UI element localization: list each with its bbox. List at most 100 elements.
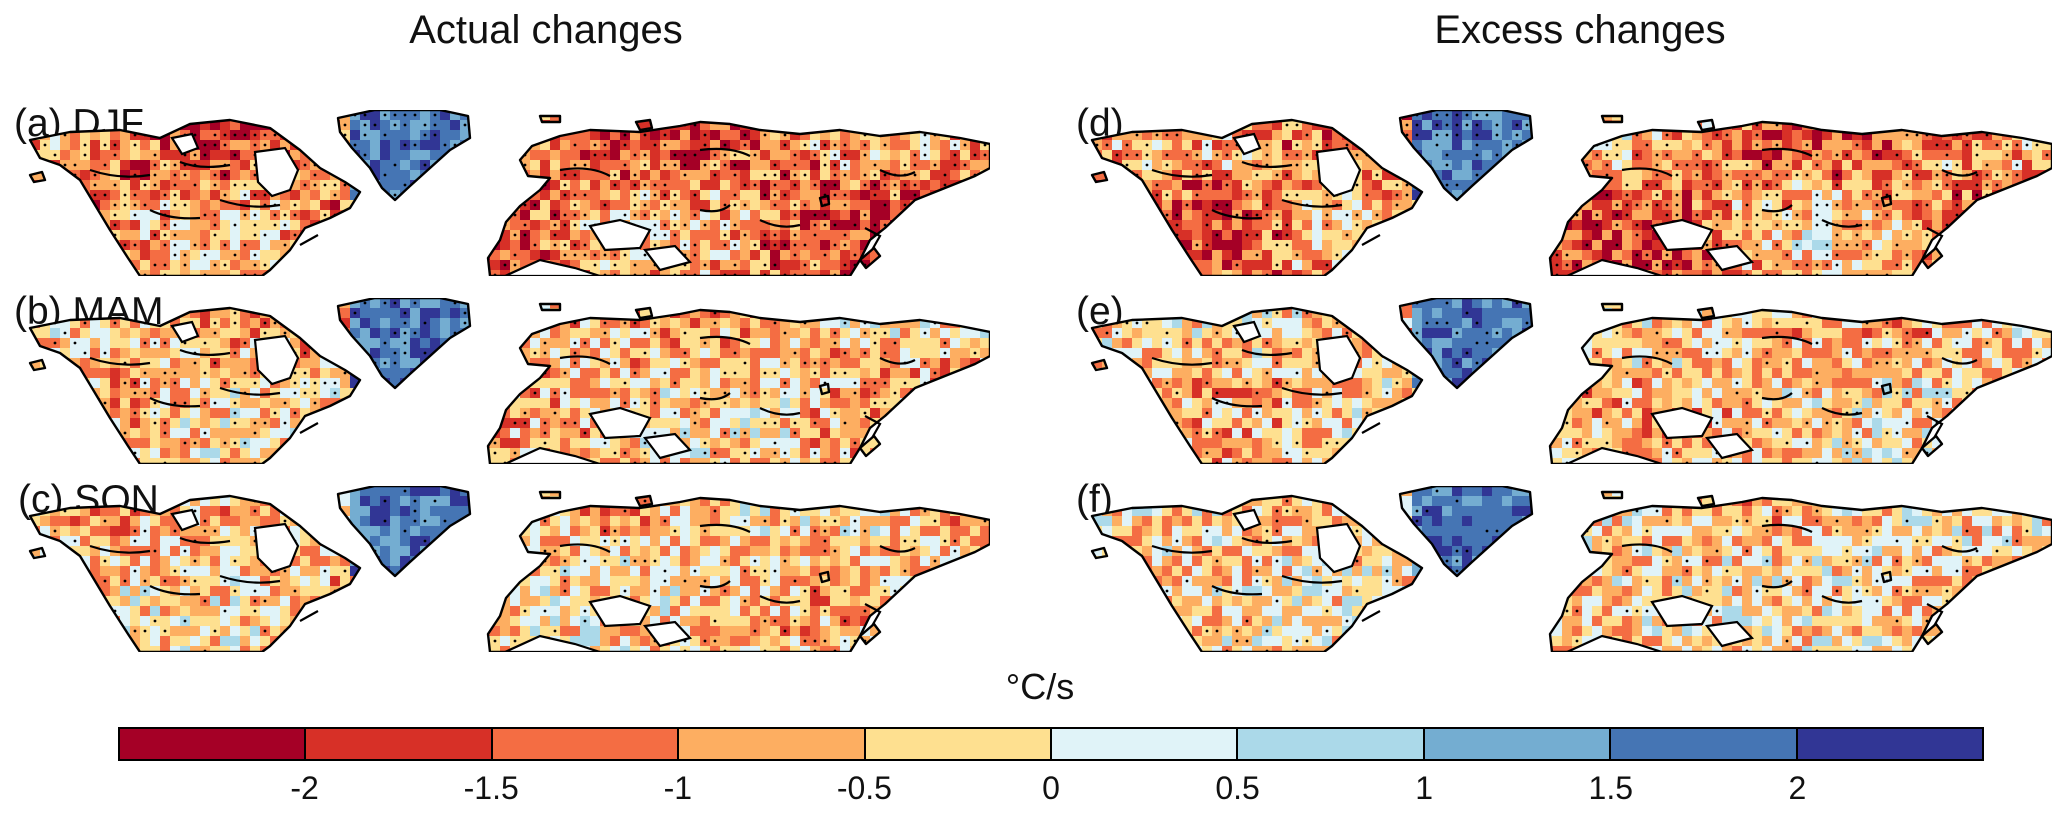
water-body [170, 508, 200, 532]
island-outline [1696, 306, 1716, 320]
island-outline [1696, 118, 1716, 132]
title-actual-changes: Actual changes [409, 8, 683, 52]
island-outline [1600, 114, 1624, 124]
coastline [1621, 167, 1673, 177]
water-body [1650, 218, 1714, 252]
colorbar-tick-label: -1 [663, 770, 693, 806]
water-body [504, 258, 601, 276]
island-outline [1696, 494, 1716, 508]
coastline [1281, 198, 1343, 208]
island-outline [1090, 546, 1109, 560]
coastline [759, 595, 801, 604]
coastline [299, 610, 319, 622]
coastline [1211, 397, 1263, 408]
coastline [1621, 543, 1673, 553]
colorbar-tick-label: 1 [1415, 770, 1434, 806]
coastline [1926, 603, 1944, 627]
coastline [699, 147, 751, 157]
island-outline [818, 570, 831, 584]
island-outline [818, 194, 831, 208]
coastline [879, 169, 916, 177]
water-body [1232, 320, 1262, 344]
coastline [89, 356, 151, 366]
water-body [253, 146, 300, 198]
water-body [253, 522, 300, 574]
coastline [1941, 545, 1978, 553]
colorbar-segment-1 [120, 729, 307, 759]
water-body [1315, 334, 1362, 386]
coastline [1151, 544, 1213, 554]
water-body [588, 406, 652, 440]
colorbar-tick-label: 2 [1788, 770, 1807, 806]
colorbar-segment-8 [1424, 729, 1612, 759]
coastline [89, 544, 151, 554]
coastline [1761, 335, 1813, 345]
water-body [1315, 146, 1362, 198]
coastline [1761, 392, 1793, 401]
water-body [1704, 244, 1755, 272]
coastline [864, 227, 882, 251]
water-body [1650, 406, 1714, 440]
map-panel-b [0, 298, 990, 464]
island-outline [1920, 622, 1944, 646]
water-body [588, 594, 652, 628]
map-svg [1090, 298, 2052, 464]
coastline [879, 357, 916, 365]
water-body [1650, 594, 1714, 628]
colorbar-segment-5 [865, 729, 1053, 759]
landmass-outline-na [28, 494, 362, 652]
landmass-outline-gr [336, 110, 472, 202]
coastline [559, 167, 611, 177]
water-body [1566, 634, 1663, 652]
coastline [1241, 536, 1293, 545]
island-outline [858, 622, 882, 646]
landmass-outline-gr [1398, 110, 1534, 202]
coastline [149, 397, 201, 408]
map-svg [28, 110, 990, 276]
coastline [1926, 415, 1944, 439]
colorbar-segment-4 [679, 729, 866, 759]
landmass-outline-na [28, 306, 362, 464]
coastline [1151, 168, 1213, 178]
colorbar-segment-7 [1238, 729, 1425, 759]
coastline [864, 603, 882, 627]
colorbar-tick-label: 0 [1042, 770, 1060, 806]
island-outline [818, 382, 831, 396]
water-body [1232, 132, 1262, 156]
landmass-outline-gr [1398, 298, 1534, 390]
coastline [1281, 574, 1343, 584]
landmass-outline-eu [486, 120, 990, 276]
coastline [699, 335, 751, 345]
coastline [179, 348, 231, 357]
colorbar-segment-3 [492, 729, 680, 759]
water-body [1315, 522, 1362, 574]
island-outline [1880, 570, 1893, 584]
landmass-outline-eu [486, 308, 990, 464]
water-body [588, 218, 652, 252]
water-body [170, 320, 200, 344]
landmass-outline-na [28, 118, 362, 276]
coastline [149, 585, 201, 596]
coastline [759, 407, 801, 416]
island-outline [1920, 434, 1944, 458]
coastline [1761, 147, 1813, 157]
coastline [1821, 219, 1863, 228]
map-panel-d [1062, 110, 2052, 276]
island-outline [1880, 194, 1893, 208]
map-svg [1090, 110, 2052, 276]
map-panel-a [0, 110, 990, 276]
coastline [89, 168, 151, 178]
coastline [1821, 595, 1863, 604]
island-outline [1090, 170, 1109, 184]
coastline [1761, 204, 1793, 213]
map-svg [28, 486, 990, 652]
coastline [219, 198, 281, 208]
coastline [699, 204, 731, 213]
coastline [1211, 585, 1263, 596]
water-body [642, 244, 693, 272]
island-outline [634, 306, 654, 320]
map-svg [28, 298, 990, 464]
coastline [559, 355, 611, 365]
island-outline [1090, 358, 1109, 372]
coastline [1941, 357, 1978, 365]
